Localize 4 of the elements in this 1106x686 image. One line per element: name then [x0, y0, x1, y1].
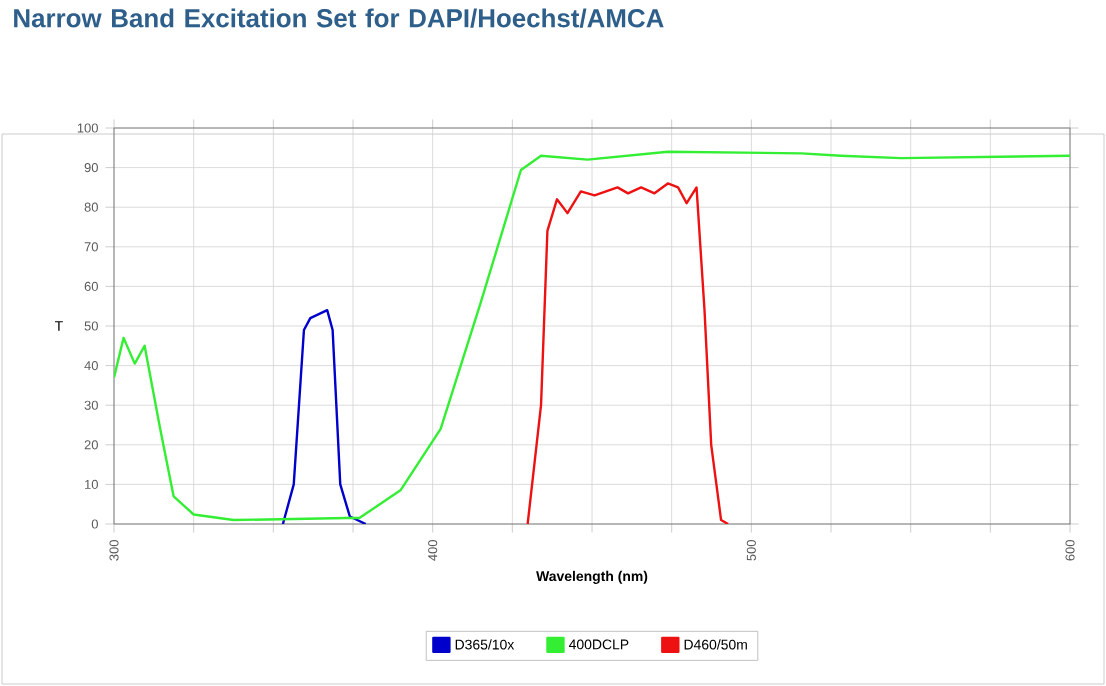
line-series: [281, 308, 367, 524]
chart-title: Narrow Band Excitation Set for DAPI/Hoechst/AMCA: [14, 8, 664, 28]
line-series: [526, 182, 730, 524]
line-series: [114, 150, 1071, 522]
